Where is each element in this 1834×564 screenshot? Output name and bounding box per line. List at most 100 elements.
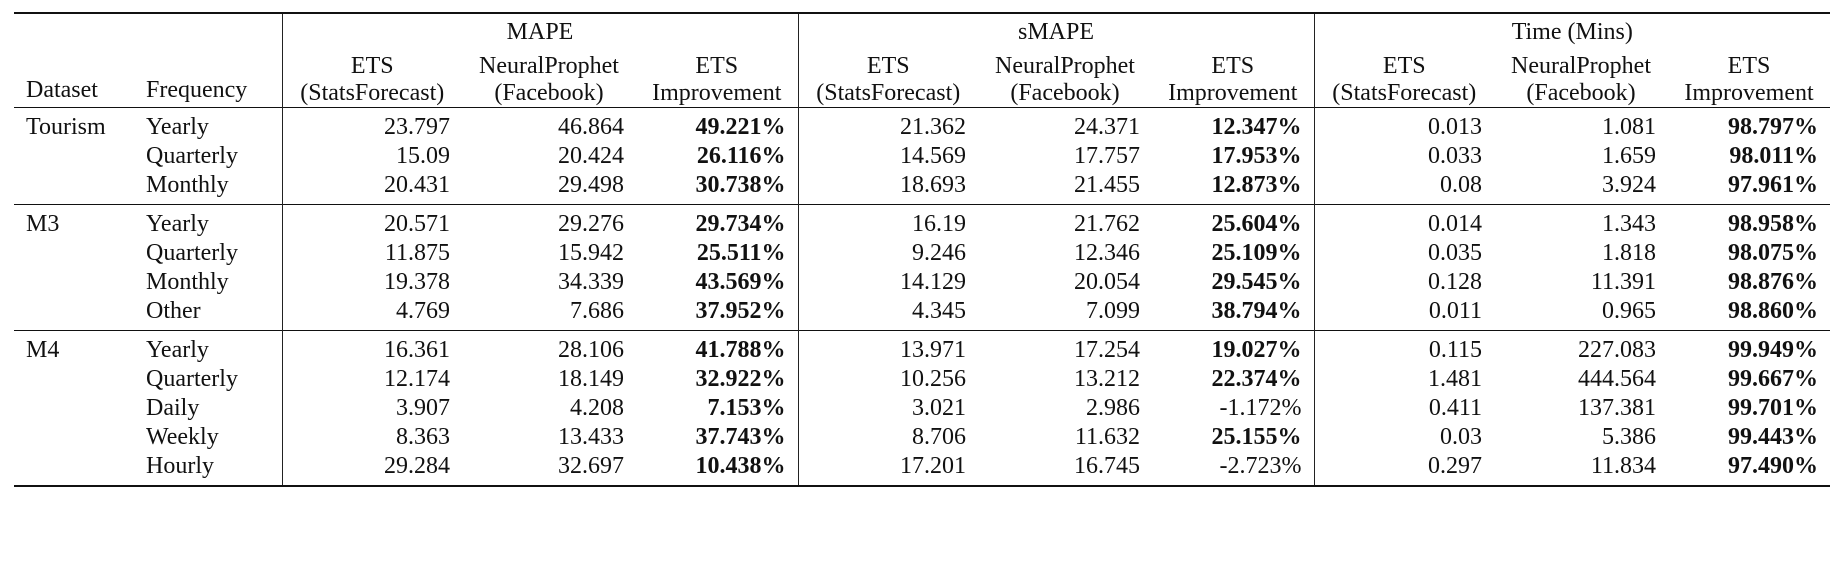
improvement-cell: 49.221% bbox=[636, 107, 798, 142]
frequency-cell: Quarterly bbox=[146, 366, 238, 392]
value-cell: 15.09 bbox=[281, 142, 462, 171]
value-cell: 32.697 bbox=[462, 452, 636, 487]
improvement-cell: 38.794% bbox=[1211, 298, 1302, 324]
value-cell: 0.115 bbox=[1313, 330, 1495, 365]
improvement-cell: 98.876% bbox=[1728, 269, 1819, 295]
value-cell: 4.769 bbox=[281, 297, 462, 331]
table-row: Weekly 8.363 13.433 37.743% 8.706 11.632 25.15… bbox=[14, 423, 1830, 452]
column-header-line: Improvement bbox=[652, 80, 782, 106]
value-cell: 1.081 bbox=[1494, 107, 1669, 142]
value-cell: 0.033 bbox=[1313, 142, 1495, 171]
value-cell: 15.942 bbox=[558, 240, 624, 266]
improvement-cell: 29.545% bbox=[1211, 269, 1302, 295]
improvement-cell: 37.743% bbox=[695, 424, 786, 450]
column-header-line: ETS bbox=[1211, 53, 1255, 79]
value-cell: 16.745 bbox=[978, 452, 1152, 487]
column-header-frequency: Frequency bbox=[146, 77, 248, 103]
table-row: Quarterly 15.09 20.424 26.116% 14.569 17.757 1… bbox=[14, 142, 1830, 171]
frequency-cell: Monthly bbox=[146, 172, 229, 198]
improvement-cell: 98.860% bbox=[1728, 298, 1819, 324]
improvement-cell: 19.027% bbox=[1152, 330, 1315, 365]
frequency-cell: Quarterly bbox=[146, 143, 238, 169]
improvement-cell: 25.511% bbox=[696, 240, 786, 266]
improvement-cell: 97.961% bbox=[1728, 172, 1819, 198]
group-header-time: Time (Mins) bbox=[1313, 12, 1831, 49]
value-cell: 46.864 bbox=[462, 107, 636, 142]
dataset-cell: M4 bbox=[14, 330, 134, 365]
column-header-line: (StatsForecast) bbox=[300, 80, 445, 106]
table-row: Tourism Yearly 23.797 46.864 49.221% 21.362 24… bbox=[14, 107, 1831, 142]
value-cell: 1.343 bbox=[1494, 204, 1669, 239]
column-header-line: NeuralProphet bbox=[995, 53, 1135, 79]
value-cell: 13.212 bbox=[1074, 366, 1140, 392]
value-cell: 0.035 bbox=[1313, 239, 1495, 268]
value-cell: 9.246 bbox=[797, 239, 978, 268]
improvement-cell: 12.873% bbox=[1211, 172, 1302, 198]
improvement-cell: 32.922% bbox=[695, 366, 786, 392]
value-cell: 20.571 bbox=[281, 204, 462, 239]
column-header-line: ETS bbox=[1382, 53, 1426, 79]
table-row: Daily 3.907 4.208 7.153% 3.021 2.986 -1.172% 0.… bbox=[14, 394, 1830, 423]
group-header-smape: sMAPE bbox=[797, 12, 1315, 49]
table-row: Quarterly 11.875 15.942 25.511% 9.246 12.346 2… bbox=[14, 239, 1830, 268]
frequency-cell: Weekly bbox=[146, 424, 219, 450]
improvement-cell: 22.374% bbox=[1211, 366, 1302, 392]
value-cell: 3.924 bbox=[1602, 172, 1657, 198]
column-header-line: ETS bbox=[695, 53, 739, 79]
value-cell: 0.411 bbox=[1313, 394, 1495, 423]
value-cell: 17.757 bbox=[1074, 143, 1140, 169]
improvement-cell: 10.438% bbox=[636, 452, 798, 487]
column-header-line: ETS bbox=[1727, 53, 1771, 79]
value-cell: 11.632 bbox=[1074, 424, 1140, 450]
value-cell: 2.986 bbox=[1086, 395, 1140, 421]
value-cell: 16.19 bbox=[797, 204, 978, 239]
dataset-cell bbox=[14, 365, 134, 394]
improvement-cell: 98.075% bbox=[1728, 240, 1819, 266]
frequency-cell: Daily bbox=[146, 395, 200, 421]
value-cell: 14.569 bbox=[797, 142, 978, 171]
improvement-cell: 25.155% bbox=[1211, 424, 1302, 450]
value-cell: 0.297 bbox=[1313, 452, 1495, 487]
dataset-cell bbox=[14, 171, 134, 205]
improvement-cell: 98.958% bbox=[1668, 204, 1831, 239]
value-cell: 29.284 bbox=[281, 452, 462, 487]
improvement-cell: 98.797% bbox=[1668, 107, 1831, 142]
frequency-cell: Yearly bbox=[134, 107, 282, 142]
value-cell: 8.363 bbox=[281, 423, 462, 452]
table-row: Other 4.769 7.686 37.952% 4.345 7.099 38.794% 0… bbox=[14, 297, 1830, 331]
results-table: MAPE sMAPE Time (Mins) Dataset Frequency… bbox=[14, 12, 1831, 487]
value-cell: 1.481 bbox=[1313, 365, 1495, 394]
column-header-time-ets-improvement: ETS Improvement bbox=[1668, 49, 1830, 108]
improvement-cell: 99.443% bbox=[1728, 424, 1819, 450]
improvement-cell: 43.569% bbox=[695, 269, 786, 295]
value-cell: 28.106 bbox=[462, 330, 636, 365]
column-header-line: NeuralProphet bbox=[1511, 53, 1651, 79]
value-cell: 4.345 bbox=[797, 297, 978, 331]
table-row: Hourly 29.284 32.697 10.438% 17.201 16.745 -2.… bbox=[14, 452, 1831, 487]
value-cell: 0.013 bbox=[1313, 107, 1495, 142]
improvement-cell: 99.949% bbox=[1668, 330, 1831, 365]
improvement-cell: 12.347% bbox=[1152, 107, 1315, 142]
column-header-mape-ets: ETS (StatsForecast) bbox=[281, 49, 462, 108]
column-header-smape-neuralprophet: NeuralProphet (Facebook) bbox=[978, 49, 1152, 108]
value-cell: 1.818 bbox=[1602, 240, 1657, 266]
value-cell: 11.875 bbox=[281, 239, 462, 268]
improvement-cell: 25.109% bbox=[1211, 240, 1302, 266]
table-row: M3 Yearly 20.571 29.276 29.734% 16.19 21.762 25… bbox=[14, 204, 1831, 239]
improvement-cell: 37.952% bbox=[695, 298, 786, 324]
value-cell: 21.455 bbox=[1074, 172, 1140, 198]
value-cell: 10.256 bbox=[797, 365, 978, 394]
value-cell: 19.378 bbox=[281, 268, 462, 297]
value-cell: 20.431 bbox=[281, 171, 462, 205]
value-cell: 227.083 bbox=[1494, 330, 1669, 365]
column-header-line: (StatsForecast) bbox=[816, 80, 961, 106]
dataset-cell bbox=[14, 394, 134, 423]
improvement-cell: 29.734% bbox=[636, 204, 798, 239]
value-cell: 137.381 bbox=[1578, 395, 1657, 421]
improvement-cell: 25.604% bbox=[1152, 204, 1315, 239]
column-header-line: NeuralProphet bbox=[479, 53, 619, 79]
dataset-cell bbox=[14, 423, 134, 452]
column-header-mape-neuralprophet: NeuralProphet (Facebook) bbox=[462, 49, 636, 108]
column-header-time-neuralprophet: NeuralProphet (Facebook) bbox=[1494, 49, 1668, 108]
frequency-cell: Other bbox=[146, 298, 201, 324]
